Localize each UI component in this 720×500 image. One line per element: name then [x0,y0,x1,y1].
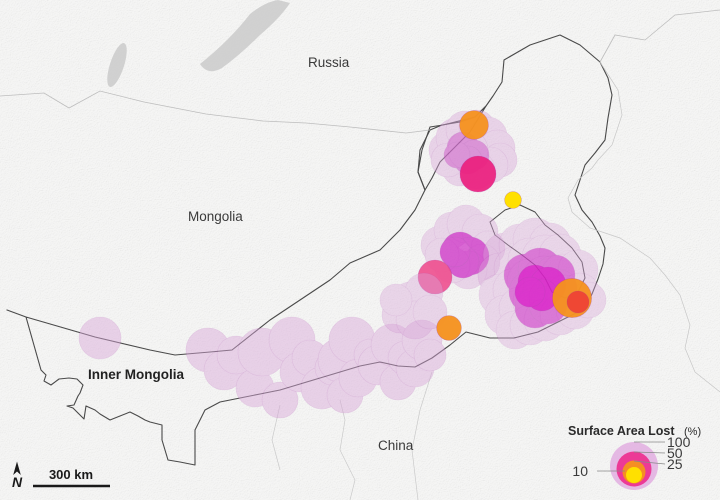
svg-text:25: 25 [667,456,683,472]
svg-text:Russia: Russia [308,55,350,70]
svg-text:N: N [12,474,23,490]
svg-text:Inner Mongolia: Inner Mongolia [88,367,184,382]
svg-text:China: China [378,438,414,453]
svg-text:Surface Area Lost: Surface Area Lost [568,424,675,438]
svg-text:300 km: 300 km [49,467,93,482]
svg-text:10: 10 [572,463,588,479]
svg-text:Mongolia: Mongolia [188,209,243,224]
